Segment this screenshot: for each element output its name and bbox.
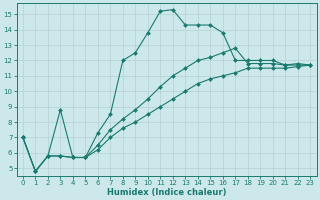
X-axis label: Humidex (Indice chaleur): Humidex (Indice chaleur) — [107, 188, 226, 197]
